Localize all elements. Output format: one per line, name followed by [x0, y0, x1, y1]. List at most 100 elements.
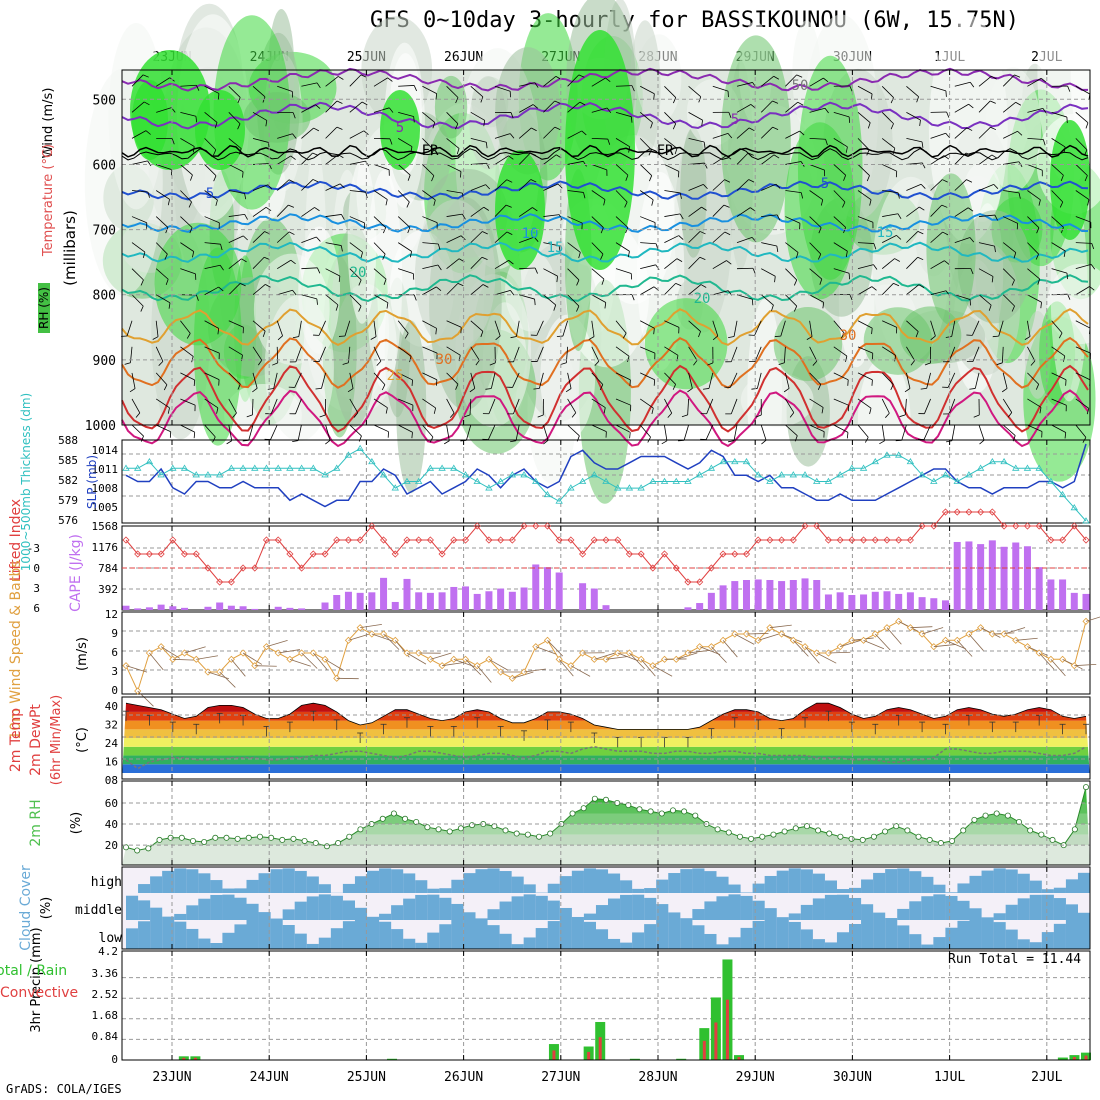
- wind-barb-flag: [365, 192, 368, 199]
- lifted-index-point: [660, 550, 669, 558]
- cloud-bar: [897, 925, 910, 949]
- lifted-index-point: [625, 550, 633, 558]
- cloud-bar: [644, 924, 657, 949]
- wind-barb-flag: [594, 360, 600, 366]
- wind-barb-flag: [554, 126, 561, 130]
- wind-barb-flag: [599, 384, 604, 391]
- cloud-bar: [656, 920, 669, 949]
- wind-barb-flag: [510, 336, 517, 339]
- wind-barb: [543, 100, 555, 113]
- wind-barb: [204, 372, 220, 381]
- thickness-point: [976, 464, 985, 471]
- cape-bar: [1000, 546, 1008, 610]
- cloud-bar: [162, 916, 175, 920]
- wind-barb-flag: [1040, 302, 1042, 309]
- lifted-index-point: [239, 564, 247, 572]
- wind-barb: [543, 268, 558, 277]
- cape-bar: [438, 592, 446, 610]
- cloud-bar: [150, 920, 163, 949]
- lifted-index-point: [415, 536, 423, 544]
- wind-barb: [535, 646, 557, 655]
- wind-barb: [1051, 372, 1067, 381]
- wind-barb: [809, 242, 822, 255]
- wind-barb: [688, 256, 701, 269]
- lifted-index-point: [1059, 536, 1067, 544]
- wind-barb-flag: [651, 199, 654, 206]
- cape-bar: [239, 606, 247, 610]
- wind-barb-flag: [383, 227, 387, 234]
- wind-barb: [422, 286, 437, 296]
- date-tick-bottom: 2JUL: [1031, 1070, 1062, 1085]
- wind-barb-flag: [628, 146, 631, 153]
- wind-barb-flag: [992, 335, 999, 338]
- wind-barb: [1075, 320, 1091, 329]
- wind-barb: [349, 101, 363, 113]
- wind-barb: [972, 320, 980, 336]
- cloud-bar: [849, 897, 862, 920]
- wind-barb-flag: [290, 155, 296, 160]
- wind-barb: [446, 258, 460, 269]
- cape-bar: [485, 591, 493, 610]
- wind-barb: [219, 671, 236, 688]
- wind-barb: [785, 372, 790, 389]
- wind-barb-flag: [821, 407, 824, 414]
- temp-contour-label: 25: [387, 368, 404, 384]
- wind-barb-flag: [437, 243, 441, 250]
- cloud-bar: [222, 932, 235, 949]
- thickness-point: [192, 471, 200, 478]
- wind-barb-flag: [603, 407, 606, 414]
- wind-barb: [494, 260, 509, 270]
- temp-band: [122, 694, 1090, 703]
- rh-point: [569, 810, 576, 817]
- wind-barb: [518, 207, 533, 217]
- wind-barb: [664, 398, 673, 414]
- wind-barb-flag: [849, 85, 853, 92]
- wind-barb-flag: [1063, 250, 1066, 257]
- wind-barb: [155, 268, 169, 280]
- thickness-point: [262, 464, 271, 471]
- cape-bar: [789, 580, 797, 610]
- cloud-panel-frame: [121, 866, 1091, 950]
- wind-barb: [422, 372, 438, 381]
- cloud-bar: [511, 896, 524, 920]
- cloud-bar: [475, 920, 488, 949]
- lifted-index-point: [579, 550, 587, 558]
- cloud-bar: [933, 894, 946, 920]
- wind-barb-flag: [578, 252, 581, 259]
- wind-barb: [729, 372, 738, 388]
- wind-barb-flag: [751, 299, 754, 306]
- thickness-point: [684, 477, 692, 484]
- slp-tick: 1005: [92, 501, 119, 514]
- wind-barb: [923, 424, 931, 440]
- wind-barb: [204, 190, 218, 201]
- cloud-bar: [246, 903, 259, 920]
- wind-barb-flag: [1085, 122, 1089, 129]
- wind-barb-flag: [1036, 227, 1040, 234]
- cloud-bar: [945, 895, 958, 920]
- wind-barb-flag: [533, 387, 540, 390]
- wind-barb: [488, 398, 496, 414]
- wind-barb-flag: [530, 179, 537, 183]
- cloud-bar: [162, 920, 175, 949]
- wind-barb-flag: [433, 199, 436, 206]
- wind-barb-flag: [725, 155, 732, 160]
- wind-barb-flag: [991, 154, 998, 159]
- wind-barb: [446, 164, 462, 172]
- wind-barb: [921, 627, 944, 635]
- cloud-bar: [306, 896, 319, 920]
- thickness-point: [625, 484, 634, 491]
- wind-barb: [180, 84, 197, 87]
- precip-total-bar: [387, 1058, 398, 1060]
- cloud-bar: [836, 889, 850, 893]
- wind-barb: [591, 398, 606, 408]
- wind-barb: [373, 372, 386, 385]
- wind-barb: [886, 627, 902, 645]
- temp-bands: [122, 694, 1090, 773]
- wind-barb: [882, 235, 897, 243]
- wind-barb: [881, 398, 890, 414]
- cloud-bar: [909, 934, 922, 949]
- wind-barb-flag: [316, 298, 318, 305]
- cloud-bar: [451, 879, 464, 893]
- thickness-point: [953, 477, 961, 484]
- lifted-index-point: [450, 536, 458, 544]
